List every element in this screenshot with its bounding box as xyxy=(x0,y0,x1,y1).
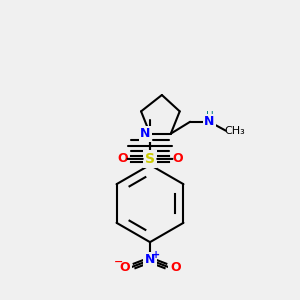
Text: H: H xyxy=(206,111,213,122)
Text: O: O xyxy=(117,152,128,165)
Text: CH₃: CH₃ xyxy=(224,126,245,136)
Text: O: O xyxy=(119,261,130,274)
Text: O: O xyxy=(170,261,181,274)
Text: −: − xyxy=(113,257,123,267)
Text: N: N xyxy=(145,254,155,266)
Text: N: N xyxy=(204,115,214,128)
Text: +: + xyxy=(152,250,160,260)
Text: S: S xyxy=(145,152,155,166)
Text: N: N xyxy=(140,127,151,140)
Text: O: O xyxy=(172,152,183,165)
